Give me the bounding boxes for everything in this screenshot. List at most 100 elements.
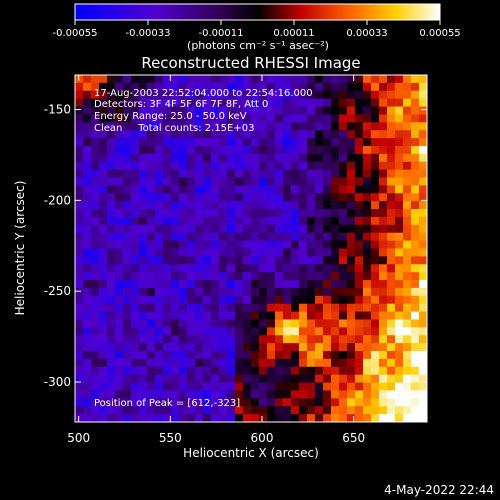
heatmap-cell (139, 406, 148, 415)
heatmap-cell (171, 264, 180, 273)
heatmap-cell (227, 114, 236, 123)
heatmap-cell (243, 272, 252, 281)
heatmap-cell (363, 319, 372, 328)
heatmap-cell (195, 374, 204, 384)
heatmap-cell (363, 138, 372, 147)
heatmap-cell (403, 153, 412, 163)
heatmap-cell (195, 177, 204, 187)
heatmap-cell (291, 138, 300, 147)
heatmap-cell (211, 153, 220, 163)
heatmap-cell (315, 98, 324, 108)
heatmap-cell (387, 264, 396, 273)
heatmap-cell (83, 209, 92, 218)
heatmap-cell (259, 295, 268, 305)
heatmap-cell (419, 185, 427, 194)
heatmap-cell (355, 351, 364, 360)
heatmap-cell (91, 414, 100, 422)
heatmap-cell (251, 343, 260, 352)
heatmap-cell (179, 185, 188, 194)
heatmap-cell (219, 193, 228, 202)
heatmap-cell (403, 232, 412, 242)
heatmap-cell (179, 122, 188, 131)
heatmap-cell (91, 98, 100, 108)
heatmap-cell (323, 145, 332, 155)
heatmap-cell (299, 248, 308, 257)
heatmap-cell (291, 193, 300, 202)
heatmap-cell (91, 224, 100, 234)
heatmap-cell (91, 343, 100, 352)
heatmap-cell (107, 240, 116, 250)
heatmap-cell (307, 406, 316, 415)
heatmap-cell (259, 374, 268, 384)
heatmap-cell (355, 224, 364, 234)
heatmap-cell (243, 248, 252, 257)
heatmap-cell (307, 169, 316, 179)
heatmap-cell (91, 358, 100, 368)
heatmap-cell (299, 169, 308, 179)
heatmap-cell (275, 209, 284, 218)
heatmap-cell (371, 161, 380, 171)
heatmap-cell (171, 343, 180, 352)
heatmap-cell (211, 343, 220, 352)
heatmap-cell (99, 343, 108, 352)
heatmap-cell (347, 280, 356, 289)
heatmap-cell (203, 406, 212, 415)
heatmap-cell (211, 224, 220, 234)
heatmap-cell (267, 177, 276, 187)
heatmap-cell (355, 280, 364, 289)
heatmap-cell (331, 358, 340, 368)
heatmap-cell (179, 161, 188, 171)
heatmap-cell (115, 398, 124, 407)
heatmap-cell (115, 224, 124, 234)
heatmap-cell (155, 130, 164, 139)
heatmap-cell (299, 240, 308, 250)
y-tick-label: -250 (44, 284, 71, 298)
heatmap-cell (219, 122, 228, 131)
heatmap-cell (283, 295, 292, 305)
heatmap-cell (355, 414, 364, 422)
heatmap-cell (219, 398, 228, 407)
heatmap-cell (179, 240, 188, 250)
heatmap-cell (379, 138, 388, 147)
heatmap-cell (267, 358, 276, 368)
heatmap-cell (283, 122, 292, 131)
heatmap-cell (275, 145, 284, 155)
heatmap-cell (131, 319, 140, 328)
heatmap-cell (123, 256, 132, 265)
heatmap-cell (91, 122, 100, 131)
heatmap-cell (355, 161, 364, 171)
heatmap-cell (99, 256, 108, 265)
heatmap-cell (323, 138, 332, 147)
heatmap-cell (107, 138, 116, 147)
heatmap-cell (363, 122, 372, 131)
heatmap-cell (283, 335, 292, 344)
heatmap-cell (347, 406, 356, 415)
colorbar-tick-label: -0.00055 (53, 28, 98, 39)
heatmap-cell (395, 153, 404, 163)
heatmap-cell (419, 106, 427, 116)
heatmap-cell (75, 374, 84, 384)
heatmap-cell (371, 82, 380, 92)
heatmap-cell (411, 122, 420, 131)
heatmap-cell (299, 374, 308, 384)
heatmap-cell (315, 161, 324, 171)
heatmap-cell (147, 145, 156, 155)
heatmap-cell (251, 145, 260, 155)
heatmap-cell (387, 303, 396, 313)
heatmap-cell (315, 209, 324, 218)
heatmap-cell (315, 169, 324, 179)
heatmap-cell (147, 232, 156, 242)
heatmap-cell (179, 280, 188, 289)
heatmap-cell (339, 145, 348, 155)
heatmap-cell (155, 303, 164, 313)
heatmap-cell (371, 145, 380, 155)
heatmap-cell (291, 303, 300, 313)
heatmap-cell (387, 138, 396, 147)
heatmap-cell (347, 287, 356, 297)
heatmap-cell (339, 201, 348, 210)
heatmap-cell (275, 335, 284, 344)
heatmap-cell (115, 201, 124, 210)
heatmap-cell (187, 390, 196, 399)
heatmap-cell (99, 232, 108, 242)
heatmap-cell (355, 272, 364, 281)
